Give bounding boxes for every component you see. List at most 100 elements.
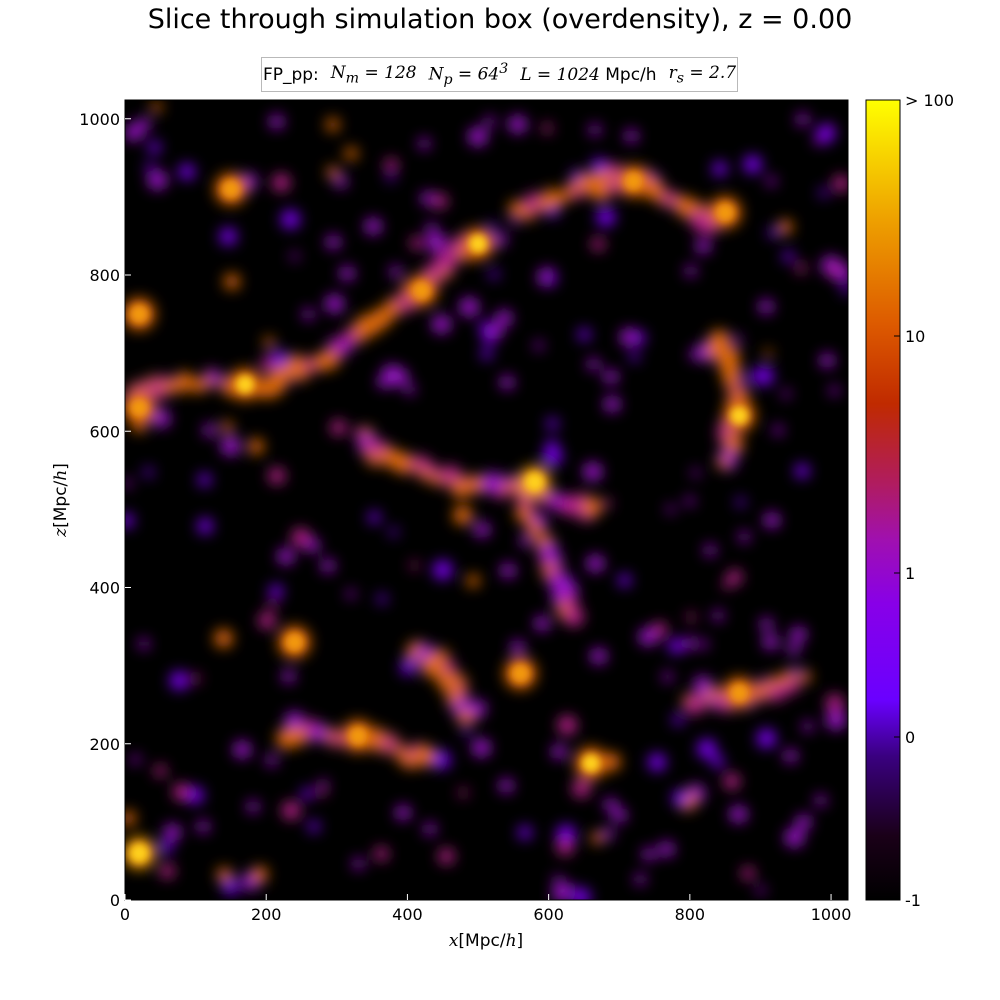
y-tick-label: 400 [89, 579, 120, 598]
filament-point [463, 475, 477, 489]
halo-point [731, 811, 740, 821]
halo-point [468, 127, 488, 147]
filament-point [538, 550, 555, 567]
filament-point [562, 188, 575, 201]
filament-point [548, 191, 565, 208]
halo-point [132, 419, 146, 433]
filament-point [723, 372, 741, 391]
filament-point [526, 520, 542, 536]
halo-point [462, 727, 471, 736]
filament-point [435, 251, 456, 272]
halo-point [821, 255, 842, 276]
halo-point [829, 264, 840, 276]
filament-point [337, 337, 354, 353]
filament-point [696, 691, 710, 705]
cluster-halo [462, 227, 495, 260]
halo-point [432, 750, 451, 769]
halo-point [151, 409, 171, 428]
halo-point [143, 467, 154, 477]
colorbar-tick-label: 0 [905, 728, 915, 747]
halo-point [172, 783, 190, 801]
halo-point [489, 269, 499, 279]
halo-point [389, 367, 409, 387]
halo-point [130, 754, 141, 765]
halo-point [284, 723, 304, 742]
legend-nm: Nm = 128 [330, 62, 417, 87]
filament-point [425, 463, 438, 476]
filament-point [549, 572, 571, 594]
halo-point [178, 163, 195, 180]
colorbar-tick-label: > 100 [905, 91, 954, 110]
halo-point [487, 323, 503, 340]
halo-point [763, 349, 773, 358]
halo-point [319, 779, 328, 789]
filament-point [756, 684, 771, 699]
halo-point [572, 779, 591, 798]
filament-point [190, 378, 206, 394]
filament-point [207, 370, 222, 385]
filament-point [454, 247, 467, 260]
filament-point [379, 733, 400, 754]
halo-point [282, 365, 299, 383]
filament-point [566, 180, 580, 194]
halo-point [639, 627, 657, 646]
halo-point [258, 612, 276, 629]
halo-point [712, 610, 724, 622]
filament-point [397, 459, 413, 475]
filament-point [563, 606, 584, 627]
halo-point [269, 114, 284, 129]
halo-point [433, 560, 453, 580]
cluster-core [130, 844, 149, 863]
halo-point [458, 788, 468, 798]
halo-point [723, 773, 740, 790]
filament-point [417, 277, 436, 296]
halo-point [221, 421, 234, 433]
halo-point [222, 878, 239, 895]
halo-point [282, 801, 301, 820]
halo-point [268, 600, 277, 610]
filament-point [399, 291, 419, 311]
halo-point [599, 171, 620, 192]
cluster-halo [125, 298, 156, 331]
halo-point [826, 694, 844, 712]
halo-point [683, 637, 696, 650]
halo-point [689, 349, 701, 361]
filament-point [390, 297, 408, 314]
filament-point [437, 671, 458, 692]
filament-point [232, 381, 245, 395]
filament-point [440, 465, 462, 487]
halo-point [796, 113, 809, 126]
halo-point [634, 873, 646, 885]
halo-point [147, 170, 168, 190]
filament-point [475, 479, 490, 493]
halo-point [169, 671, 189, 690]
filament-point [355, 315, 376, 336]
halo-point [508, 115, 527, 134]
halo-point [778, 219, 793, 235]
cluster-core [412, 281, 431, 300]
filament-point [385, 297, 405, 317]
filament-point [457, 709, 474, 726]
halo-point [437, 648, 449, 661]
halo-point [552, 884, 571, 900]
filament-point [642, 172, 662, 192]
halo-point [819, 188, 829, 198]
halo-point [795, 463, 810, 479]
filament-point [719, 356, 740, 378]
halo-point [148, 141, 161, 154]
halo-point [389, 527, 398, 537]
halo-point [591, 157, 607, 173]
filament-point [343, 328, 358, 344]
filament-point [628, 180, 642, 195]
filament-point [272, 365, 292, 384]
halo-point [722, 580, 732, 589]
filament-point [171, 377, 188, 394]
filament-point [395, 746, 414, 765]
halo-point [344, 147, 358, 161]
filament-point [593, 169, 616, 192]
filament-point [160, 380, 174, 394]
filament-point [523, 510, 539, 526]
halo-point [542, 446, 563, 467]
filament-point [431, 656, 446, 671]
